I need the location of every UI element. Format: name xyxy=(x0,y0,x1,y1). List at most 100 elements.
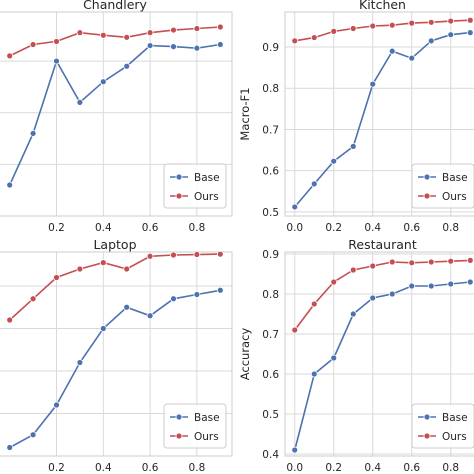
data-point-base xyxy=(427,282,435,290)
data-point-base xyxy=(369,294,377,302)
data-point-ours xyxy=(146,29,154,37)
y-tick-label: 0.5 xyxy=(262,409,279,421)
data-point-ours xyxy=(291,37,299,45)
data-point-base xyxy=(6,181,14,189)
axes-frame xyxy=(0,251,233,457)
x-tick-label: 0.2 xyxy=(48,462,65,474)
data-point-base xyxy=(193,44,201,52)
legend-label-base: Base xyxy=(442,412,468,424)
axes-frame xyxy=(284,11,474,217)
data-point-base xyxy=(123,62,131,70)
data-point-base xyxy=(76,359,84,366)
y-tick-label: 0.4 xyxy=(262,449,279,461)
data-point-ours xyxy=(29,41,37,48)
data-point-ours xyxy=(466,16,474,24)
x-tick-label: 0.2 xyxy=(325,222,342,234)
legend-label-ours: Ours xyxy=(442,431,467,443)
chart-restaurant: Restaurant 0.0 0.2 0.4 0.6 0.8 0.4 0.5 0.6 0.7 0.8… xyxy=(238,237,474,474)
data-point-base xyxy=(447,280,455,288)
x-tick-label: 0.2 xyxy=(325,462,342,474)
legend-label-base: Base xyxy=(194,172,220,184)
data-point-base xyxy=(146,42,154,49)
data-point-ours xyxy=(216,252,224,258)
data-point-ours xyxy=(53,38,60,45)
legend-marker-base xyxy=(423,173,431,181)
chart-kitchen: Kitchen 0.0 0.2 0.4 0.6 0.8 0.5 0.6 0.7 0.8 0.9 Mac… xyxy=(238,0,474,234)
x-tick-label: 0.6 xyxy=(142,462,159,474)
data-point-ours xyxy=(427,258,435,266)
data-point-base xyxy=(53,401,60,409)
data-point-base xyxy=(349,310,357,318)
data-point-base xyxy=(216,286,224,294)
data-point-ours xyxy=(6,52,14,60)
y-tick-label: 0.5 xyxy=(262,207,279,219)
axes-frame xyxy=(0,11,233,217)
data-point-ours xyxy=(29,295,37,303)
data-point-base xyxy=(29,431,37,439)
y-tick-label: 0.9 xyxy=(262,249,279,261)
data-point-base xyxy=(123,303,131,311)
data-point-ours xyxy=(146,252,154,260)
legend-label-ours: Ours xyxy=(194,191,219,203)
x-tick-label: 0.8 xyxy=(189,222,206,234)
data-point-base xyxy=(466,278,474,286)
data-point-ours xyxy=(310,300,318,308)
legend: Base Ours xyxy=(163,163,227,209)
x-tick-label: 0.2 xyxy=(48,222,65,234)
x-tick-label: 0.8 xyxy=(189,462,206,474)
data-point-base xyxy=(291,203,299,211)
grid-lines xyxy=(285,12,474,216)
chart-title: Laptop xyxy=(93,237,136,252)
legend-marker-ours xyxy=(423,192,431,200)
series-line-base xyxy=(9,289,221,449)
legend-label-ours: Ours xyxy=(442,191,467,203)
data-point-base xyxy=(330,157,338,165)
y-axis-label: Accuracy xyxy=(238,328,252,381)
series-line-ours xyxy=(294,19,471,42)
legend-label-base: Base xyxy=(194,412,220,424)
data-point-base xyxy=(146,312,154,320)
y-tick-label: 0.7 xyxy=(262,329,279,341)
y-tick-label: 0.7 xyxy=(262,124,279,136)
chart-title: Restaurant xyxy=(348,237,417,252)
data-point-base xyxy=(76,98,84,106)
data-point-ours xyxy=(349,266,357,274)
data-point-ours xyxy=(330,278,338,286)
legend-marker-base xyxy=(175,173,183,181)
data-point-base xyxy=(369,80,377,88)
data-point-base xyxy=(99,78,107,86)
legend-marker-ours xyxy=(423,432,431,440)
y-tick-label: 0.9 xyxy=(262,42,279,54)
data-point-ours xyxy=(170,26,177,34)
chart-title: Chandlery xyxy=(83,0,147,12)
legend: Base Ours xyxy=(163,403,227,449)
data-point-ours xyxy=(99,31,107,39)
data-point-base xyxy=(170,43,177,51)
data-point-ours xyxy=(369,262,377,270)
data-point-ours xyxy=(76,29,84,37)
data-point-ours xyxy=(193,252,201,258)
chart-title: Kitchen xyxy=(359,0,406,12)
data-point-ours xyxy=(193,25,201,32)
x-tick-label: 0.6 xyxy=(142,222,159,234)
data-point-base xyxy=(447,31,455,39)
data-point-base xyxy=(466,29,474,37)
legend-marker-base xyxy=(175,413,183,421)
series-group xyxy=(6,252,224,451)
y-tick-label: 0.6 xyxy=(262,369,279,381)
data-point-ours xyxy=(123,265,131,273)
data-point-ours xyxy=(427,18,435,26)
data-point-base xyxy=(408,282,416,290)
data-point-ours xyxy=(76,265,84,273)
data-point-base xyxy=(216,41,224,48)
data-point-base xyxy=(330,354,338,362)
data-point-ours xyxy=(53,274,60,281)
x-tick-label: 0.4 xyxy=(364,222,381,234)
series-line-base xyxy=(294,281,471,451)
data-point-base xyxy=(310,370,318,378)
y-tick-label: 0.8 xyxy=(262,289,279,301)
data-point-ours xyxy=(330,27,338,35)
legend-marker-base xyxy=(423,413,431,421)
data-point-ours xyxy=(99,259,107,267)
data-point-base xyxy=(349,142,357,150)
